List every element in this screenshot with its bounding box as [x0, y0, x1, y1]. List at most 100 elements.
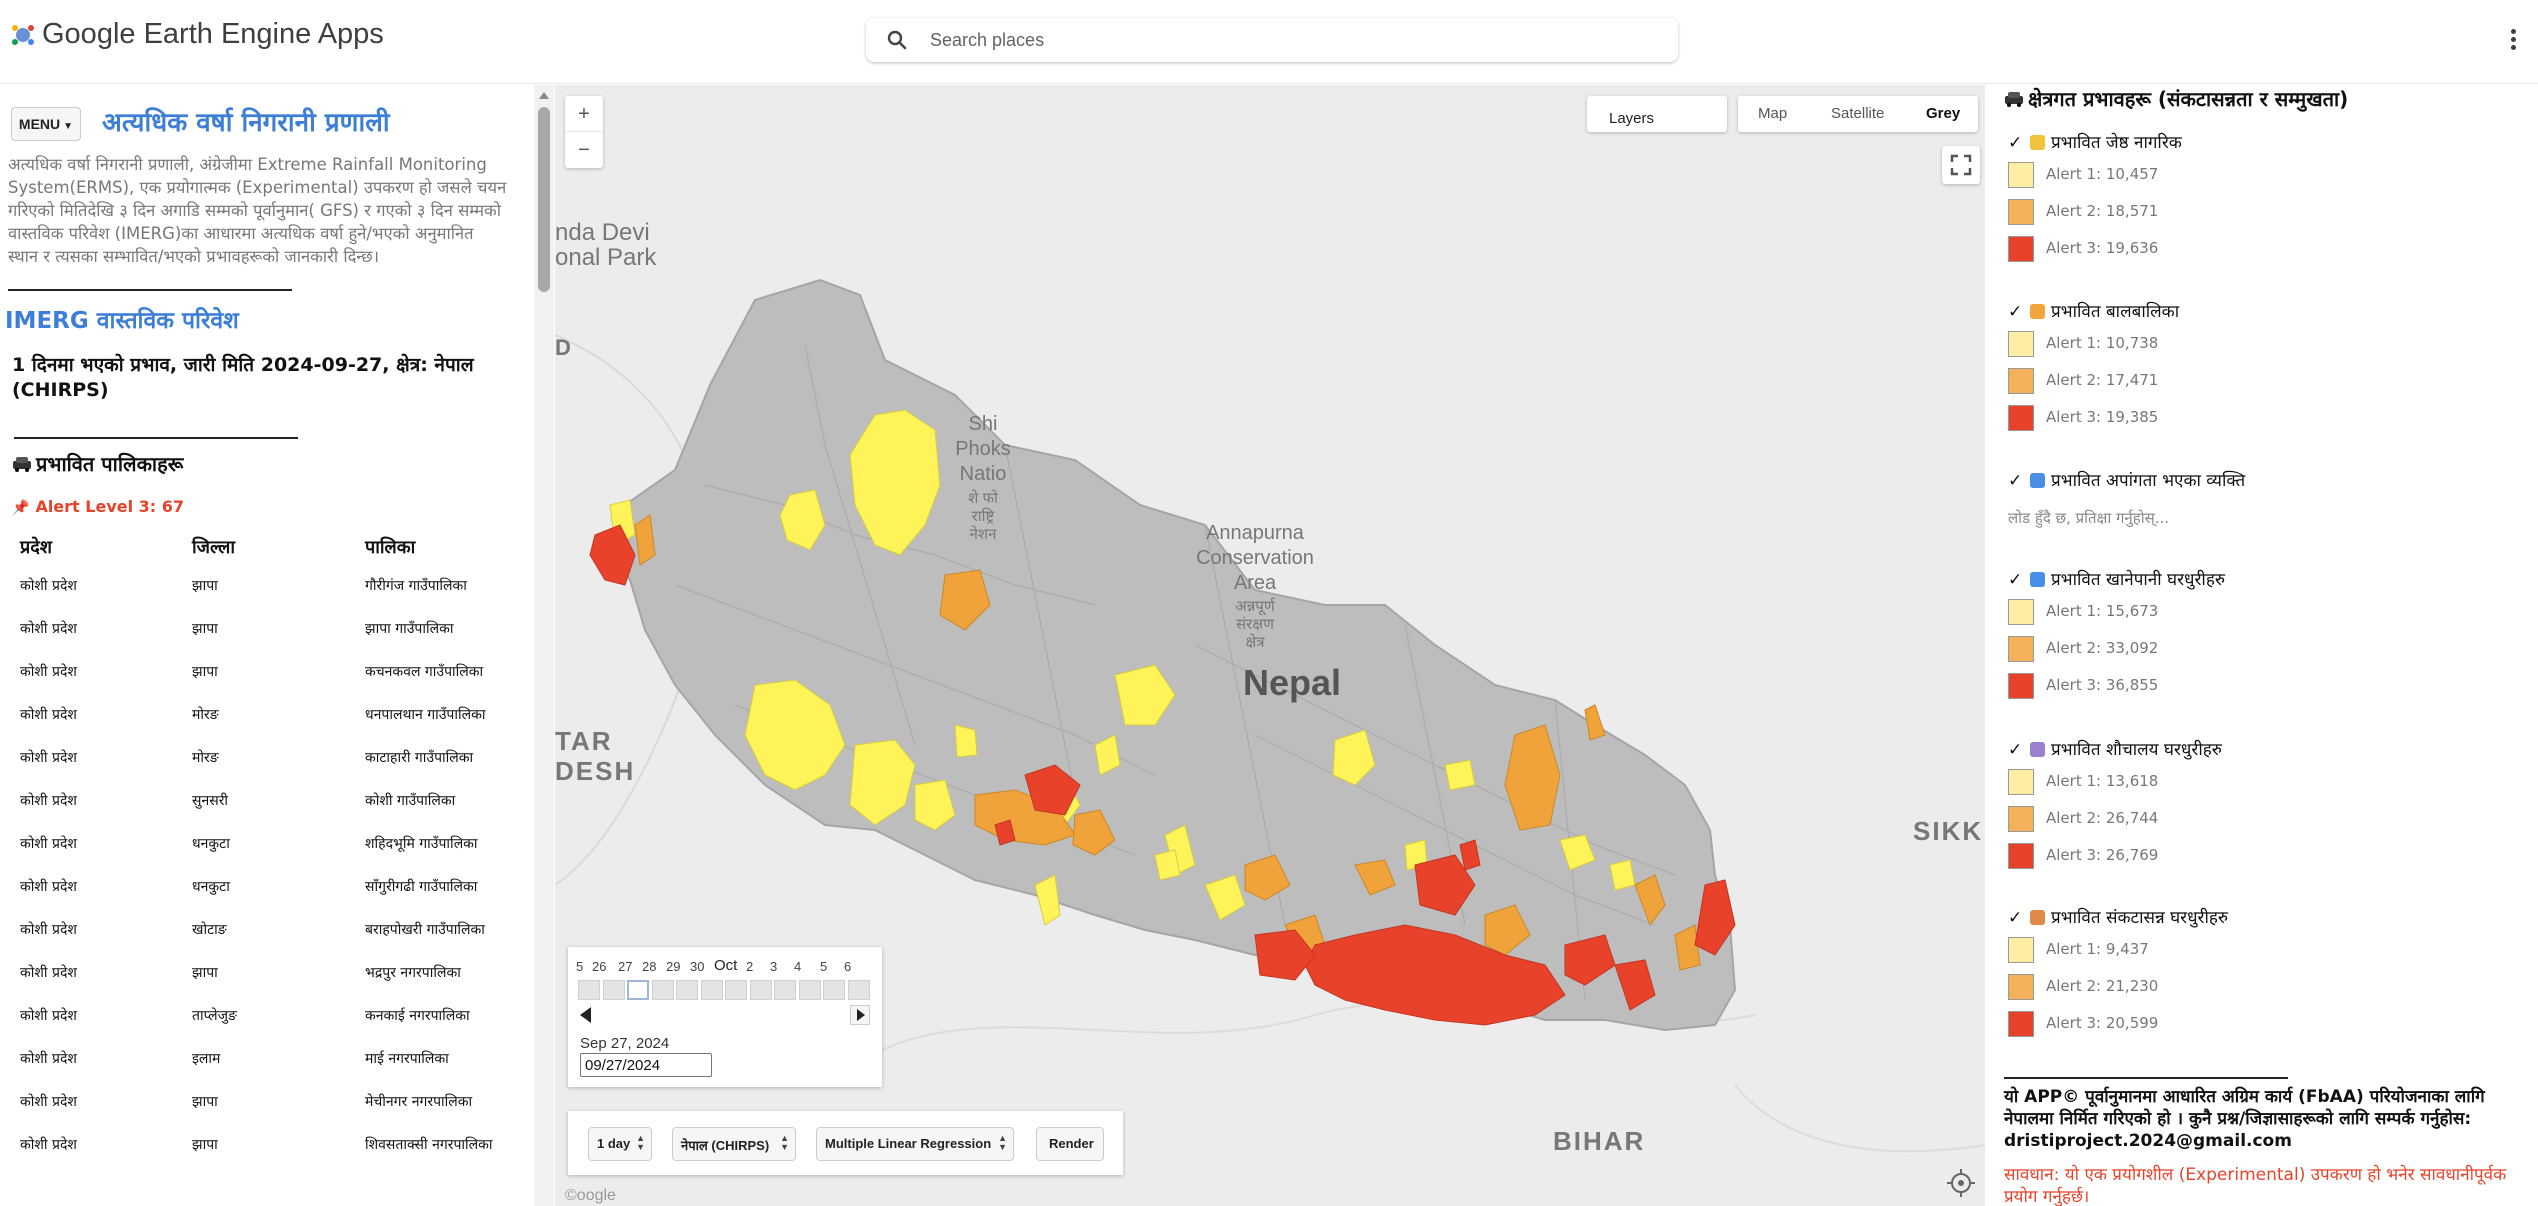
timeline-day-cell[interactable] [823, 980, 845, 1000]
date-timeline: 5 26 27 28 29 30 Oct 2 3 4 5 6 Sep 27, 2024 [568, 947, 882, 1087]
timeline-prev-icon[interactable] [580, 1007, 591, 1023]
period-select[interactable]: 1 day ▲ ▼ [588, 1127, 652, 1161]
search-icon[interactable] [886, 29, 908, 51]
date-input[interactable] [580, 1053, 712, 1077]
map-type-grey[interactable]: Grey [1926, 105, 1961, 122]
scroll-up-arrow-icon[interactable] [539, 92, 549, 99]
menu-button[interactable]: MENU ▼ [11, 107, 81, 141]
layers-button[interactable]: Layers [1587, 96, 1727, 132]
category-label: प्रभावित जेष्ठ नागरिक [2051, 133, 2182, 153]
search-input[interactable] [930, 24, 1650, 56]
municipality-cell: साँगुरीगढी गाउँपालिका [365, 879, 478, 895]
wheelchair-icon [2030, 473, 2045, 488]
province-cell: कोशी प्रदेश [20, 922, 77, 938]
province-cell: कोशी प्रदेश [20, 578, 77, 594]
fullscreen-button[interactable] [1942, 146, 1980, 184]
left-panel: MENU ▼ अत्यधिक वर्षा निगरानी प्रणाली अत्य… [0, 85, 554, 1206]
map-type-map[interactable]: Map [1758, 105, 1788, 122]
category-title[interactable]: ✓ प्रभावित अपांगता भएका व्यक्ति [2008, 468, 2245, 491]
province-cell: कोशी प्रदेश [20, 836, 77, 852]
checkbox[interactable]: ✓ [2008, 570, 2023, 590]
checkbox[interactable]: ✓ [2008, 302, 2023, 322]
map-label-annapurna: संरक्षण [1236, 616, 1275, 633]
timeline-day-cell[interactable] [578, 980, 600, 1000]
legend-item: Alert 2: 26,744 [2008, 806, 2308, 832]
map-label-shey: नेशन [970, 525, 998, 543]
left-panel-scrollbar[interactable] [534, 85, 554, 1206]
legend-item: Alert 3: 20,599 [2008, 1011, 2308, 1037]
region-select[interactable]: नेपाल (CHIRPS) ▲ ▼ [672, 1127, 796, 1161]
render-button[interactable]: Render [1036, 1127, 1104, 1161]
impact-title: 1 दिनमा भएको प्रभाव, जारी मिति 2024-09-2… [12, 354, 474, 401]
district-cell: मोरङ [192, 750, 219, 766]
category-title[interactable]: ✓ प्रभावित शौचालय घरधुरीहरु [2008, 737, 2222, 760]
table-row: कोशी प्रदेश झापा गौरीगंज गाउँपालिका [20, 577, 520, 620]
category-title[interactable]: ✓ प्रभावित जेष्ठ नागरिक [2008, 130, 2182, 153]
timeline-next-button[interactable] [850, 1005, 870, 1025]
checkbox[interactable]: ✓ [2008, 133, 2023, 153]
timeline-day-cell[interactable] [700, 980, 723, 1000]
municipality-cell: झापा गाउँपालिका [365, 621, 454, 637]
legend-swatch [2008, 843, 2034, 869]
category-title[interactable]: ✓ प्रभावित संकटासन्न घरधुरीहरु [2008, 905, 2228, 928]
legend-label: Alert 1: 10,457 [2046, 165, 2159, 183]
category-label: प्रभावित खानेपानी घरधुरीहरु [2051, 570, 2226, 590]
timeline-day-cell[interactable] [847, 980, 870, 1000]
province-cell: कोशी प्रदेश [20, 879, 77, 895]
more-options-icon[interactable] [2506, 26, 2520, 56]
timeline-tick: 28 [642, 959, 657, 974]
zoom-in-button[interactable]: + [565, 96, 603, 132]
table-row: कोशी प्रदेश मोरङ धनपालथान गाउँपालिका [20, 706, 520, 749]
map-label-annapurna: Area [1234, 572, 1277, 594]
timeline-day-cell[interactable] [798, 980, 821, 1000]
experimental-warning: सावधान: यो एक प्रयोगशील (Experimental) उ… [2004, 1165, 2507, 1206]
model-select[interactable]: Multiple Linear Regression ▲ ▼ [816, 1127, 1014, 1161]
legend-item: Alert 1: 15,673 [2008, 599, 2308, 625]
search-box[interactable] [866, 18, 1678, 62]
checkbox[interactable]: ✓ [2008, 740, 2023, 760]
map-type-satellite[interactable]: Satellite [1831, 105, 1885, 122]
map-type-control: Map Satellite Grey [1738, 96, 1978, 132]
checkbox[interactable]: ✓ [2008, 471, 2023, 491]
timeline-day-cell[interactable] [627, 980, 649, 1000]
divider [8, 289, 292, 291]
legend-item: Alert 2: 18,571 [2008, 199, 2308, 225]
zoom-out-button[interactable]: − [578, 139, 590, 161]
scroll-thumb[interactable] [538, 107, 550, 292]
province-cell: कोशी प्रदेश [20, 1008, 77, 1024]
timeline-day-cell[interactable] [725, 980, 747, 1000]
category-label: प्रभावित संकटासन्न घरधुरीहरु [2051, 908, 2229, 928]
legend-swatch [2008, 162, 2034, 188]
municipality-cell: मेचीनगर नगरपालिका [365, 1094, 473, 1110]
municipality-cell: धनपालथान गाउँपालिका [365, 707, 486, 723]
house-icon [2030, 910, 2045, 925]
category-title[interactable]: ✓ प्रभावित खानेपानी घरधुरीहरु [2008, 567, 2225, 590]
map-label-annapurna: अन्नपूर्ण [1235, 597, 1276, 616]
car-icon [13, 457, 31, 472]
province-cell: कोशी प्रदेश [20, 965, 77, 981]
legend-swatch [2008, 236, 2034, 262]
legend-label: Alert 3: 20,599 [2046, 1014, 2159, 1032]
legend-swatch [2008, 636, 2034, 662]
legend-item: Alert 2: 17,471 [2008, 368, 2308, 394]
timeline-day-cell[interactable] [749, 980, 772, 1000]
my-location-icon[interactable] [1944, 1166, 1978, 1200]
category-label: प्रभावित बालबालिका [2051, 302, 2180, 322]
timeline-day-cell[interactable] [651, 980, 674, 1000]
timeline-day-cell[interactable] [774, 980, 796, 1000]
timeline-day-cell[interactable] [676, 980, 698, 1000]
district-cell: इलाम [192, 1051, 221, 1067]
timeline-tick: 27 [618, 959, 633, 974]
municipality-cell: बराहपोखरी गाउँपालिका [365, 922, 485, 938]
checkbox[interactable]: ✓ [2008, 908, 2023, 928]
province-cell: कोशी प्रदेश [20, 664, 77, 680]
timeline-day-cell[interactable] [602, 980, 625, 1000]
column-header-province: प्रदेश [20, 537, 53, 558]
timeline-tick: 29 [666, 959, 681, 974]
legend-swatch [2008, 199, 2034, 225]
timeline-track[interactable] [578, 980, 870, 1000]
legend-swatch [2008, 1011, 2034, 1037]
table-row: कोशी प्रदेश झापा शिवसताक्सी नगरपालिका [20, 1136, 520, 1179]
category-title[interactable]: ✓ प्रभावित बालबालिका [2008, 299, 2179, 322]
map-label-d: D [555, 335, 571, 360]
